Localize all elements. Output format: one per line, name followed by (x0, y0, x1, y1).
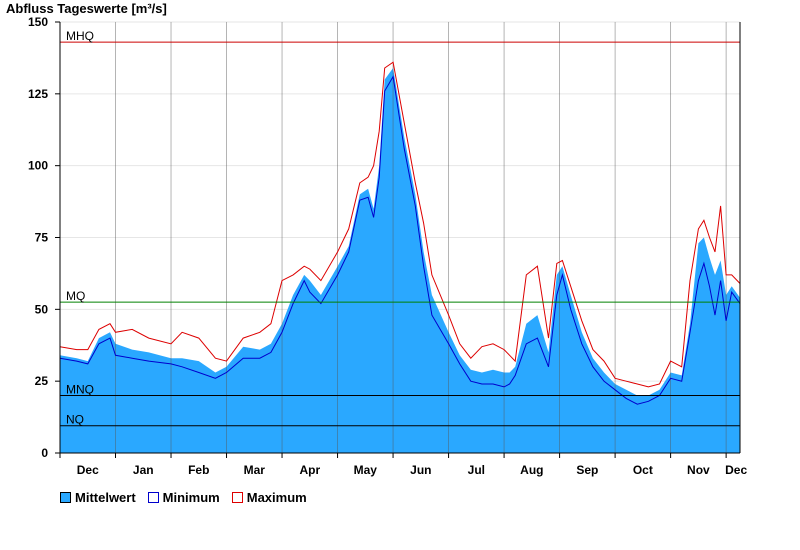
reference-label-mq: MQ (66, 289, 85, 303)
x-tick-label: Dec (725, 463, 747, 477)
y-tick-label: 150 (28, 15, 48, 29)
legend-label-min: Minimum (162, 490, 220, 505)
legend-swatch-mean (60, 492, 71, 503)
y-tick-label: 0 (41, 446, 48, 460)
series-group (59, 22, 741, 453)
reference-label-nq: NQ (66, 413, 84, 427)
x-tick-label: Dec (77, 463, 99, 477)
x-tick-label: Aug (520, 463, 543, 477)
x-tick-label: Nov (687, 463, 710, 477)
y-tick-label: 50 (35, 302, 49, 316)
legend-label-max: Maximum (246, 490, 307, 505)
x-tick-label: Oct (633, 463, 653, 477)
legend-label-mean: Mittelwert (75, 490, 136, 505)
x-tick-label: Jan (133, 463, 154, 477)
x-tick-label: Feb (188, 463, 209, 477)
legend-swatch-min (147, 492, 159, 503)
legend-item-min: Minimum (147, 490, 220, 505)
series-area-mittelwert (60, 68, 740, 453)
y-tick-label: 25 (35, 374, 49, 388)
chart-title: Abfluss Tageswerte [m³/s] (6, 1, 167, 16)
y-tick-label: 125 (28, 87, 48, 101)
x-tick-label: Jun (410, 463, 431, 477)
legend: Mittelwert Minimum Maximum (60, 490, 307, 505)
x-tick-label: Mar (244, 463, 266, 477)
x-tick-label: May (354, 463, 378, 477)
axes: 0 25 50 75 100 125 150 Dec Jan Feb Mar Apr May Jun Jul… (28, 15, 747, 477)
x-tick-label: Jul (468, 463, 485, 477)
y-tick-label: 100 (28, 159, 48, 173)
y-tick-label: 75 (35, 231, 49, 245)
reference-label-mnq: MNQ (66, 383, 94, 397)
legend-swatch-max (231, 492, 243, 503)
series-line-maximum (59, 61, 741, 388)
x-tick-label: Apr (299, 463, 320, 477)
legend-item-mean: Mittelwert (60, 490, 136, 505)
reference-label-mhq: MHQ (66, 29, 94, 43)
reference-lines: MHQ MQ MNQ NQ (60, 29, 740, 427)
x-tick-label: Sep (576, 463, 598, 477)
series-line-minimum (59, 75, 741, 405)
legend-item-max: Maximum (231, 490, 307, 505)
